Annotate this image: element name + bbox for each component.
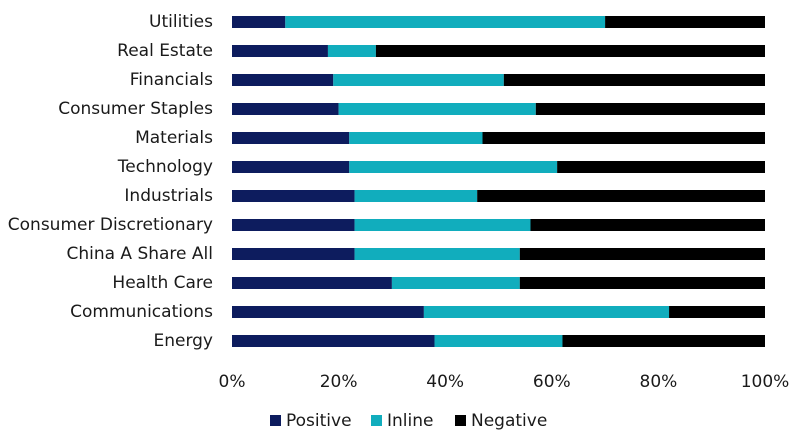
category-label-consumer-staples: Consumer Staples bbox=[58, 99, 213, 119]
bar-negative-utilities bbox=[605, 16, 765, 28]
legend-swatch-inline bbox=[371, 415, 382, 426]
bar-positive-industrials bbox=[232, 190, 355, 202]
bar-positive-financials bbox=[232, 74, 334, 86]
bar-negative-financials bbox=[503, 74, 765, 86]
bar-negative-technology bbox=[557, 161, 765, 173]
category-label-consumer-discretionary: Consumer Discretionary bbox=[8, 215, 213, 235]
x-tick-label-60: 60% bbox=[533, 372, 571, 392]
bar-inline-consumer-staples bbox=[338, 103, 536, 115]
bar-positive-materials bbox=[232, 132, 350, 144]
bar-negative-industrials bbox=[477, 190, 765, 202]
bar-inline-energy bbox=[434, 335, 563, 347]
bar-negative-consumer-discretionary bbox=[530, 219, 765, 231]
x-tick-label-0: 0% bbox=[219, 372, 246, 392]
bar-inline-financials bbox=[333, 74, 504, 86]
x-tick-label-20: 20% bbox=[320, 372, 358, 392]
legend-label-positive: Positive bbox=[286, 411, 352, 431]
bar-positive-utilities bbox=[232, 16, 286, 28]
bar-negative-energy bbox=[562, 335, 765, 347]
category-label-real-estate: Real Estate bbox=[117, 41, 213, 61]
bar-inline-utilities bbox=[285, 16, 606, 28]
bar-positive-consumer-discretionary bbox=[232, 219, 355, 231]
category-label-financials: Financials bbox=[130, 70, 213, 90]
bar-positive-china-a-share-all bbox=[232, 248, 355, 260]
bar-negative-health-care bbox=[519, 277, 765, 289]
category-label-communications: Communications bbox=[70, 302, 213, 322]
category-label-materials: Materials bbox=[135, 128, 213, 148]
category-labels: Utilities Real Estate Financials Consumer S… bbox=[8, 12, 213, 351]
legend-swatch-negative bbox=[455, 415, 466, 426]
bar-negative-communications bbox=[669, 306, 765, 318]
bar-inline-real-estate bbox=[327, 45, 376, 57]
bar-inline-china-a-share-all bbox=[354, 248, 520, 260]
plot-area bbox=[232, 16, 765, 347]
x-axis: 0% 20% 40% 60% 80% 100% bbox=[219, 372, 789, 392]
bar-negative-consumer-staples bbox=[535, 103, 765, 115]
category-label-technology: Technology bbox=[117, 157, 213, 177]
bar-positive-communications bbox=[232, 306, 424, 318]
bar-negative-materials bbox=[482, 132, 765, 144]
bar-negative-china-a-share-all bbox=[519, 248, 765, 260]
category-label-utilities: Utilities bbox=[149, 12, 213, 32]
bar-positive-energy bbox=[232, 335, 435, 347]
category-label-china-a-share-all: China A Share All bbox=[66, 244, 213, 264]
category-label-energy: Energy bbox=[153, 331, 213, 351]
legend-swatch-positive bbox=[270, 415, 281, 426]
bar-positive-real-estate bbox=[232, 45, 328, 57]
bar-inline-health-care bbox=[391, 277, 520, 289]
category-label-industrials: Industrials bbox=[124, 186, 213, 206]
x-tick-label-40: 40% bbox=[426, 372, 464, 392]
category-label-health-care: Health Care bbox=[112, 273, 213, 293]
bar-negative-real-estate bbox=[375, 45, 765, 57]
x-tick-label-80: 80% bbox=[640, 372, 678, 392]
bar-positive-health-care bbox=[232, 277, 392, 289]
bar-inline-industrials bbox=[354, 190, 478, 202]
bar-inline-technology bbox=[349, 161, 558, 173]
bar-positive-technology bbox=[232, 161, 350, 173]
bar-inline-communications bbox=[423, 306, 670, 318]
legend: Positive Inline Negative bbox=[270, 411, 547, 431]
legend-label-inline: Inline bbox=[387, 411, 433, 431]
x-tick-label-100: 100% bbox=[741, 372, 789, 392]
bar-positive-consumer-staples bbox=[232, 103, 339, 115]
legend-label-negative: Negative bbox=[471, 411, 547, 431]
bar-inline-consumer-discretionary bbox=[354, 219, 531, 231]
bar-inline-materials bbox=[349, 132, 483, 144]
